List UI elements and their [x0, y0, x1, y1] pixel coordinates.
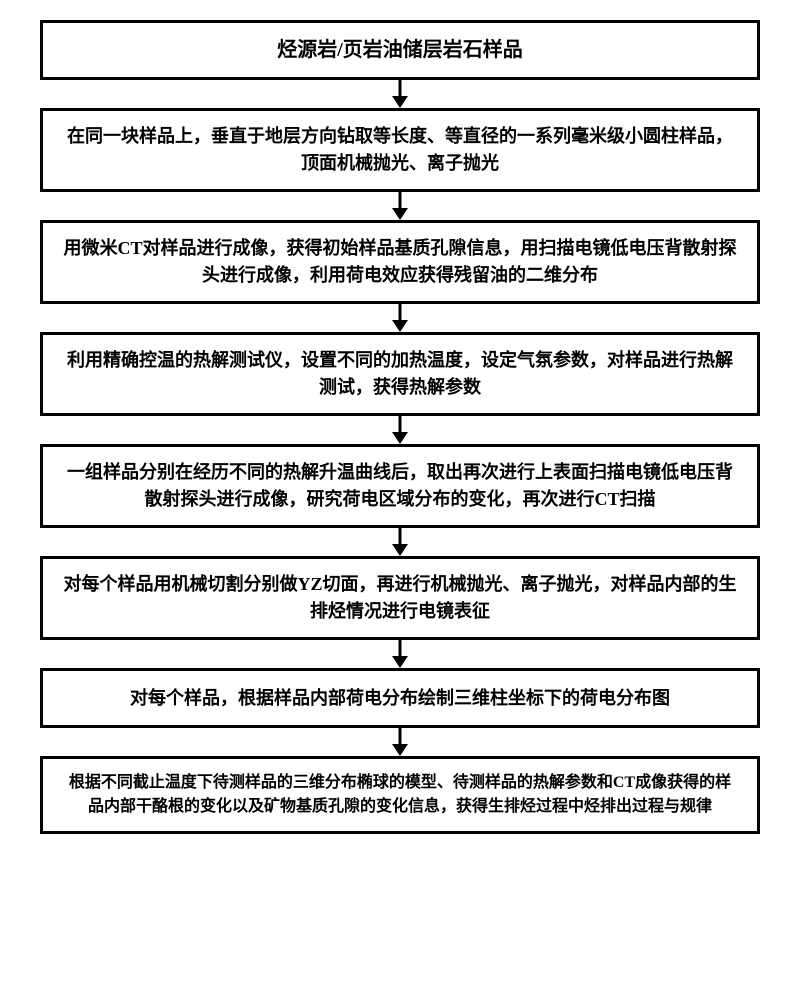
flow-arrow — [388, 416, 412, 444]
flow-step-n7: 对每个样品，根据样品内部荷电分布绘制三维柱坐标下的荷电分布图 — [40, 668, 760, 728]
flowchart-container: 烃源岩/页岩油储层岩石样品在同一块样品上，垂直于地层方向钻取等长度、等直径的一系… — [40, 20, 760, 834]
flow-step-text: 利用精确控温的热解测试仪，设置不同的加热温度，设定气氛参数，对样品进行热解测试，… — [63, 347, 737, 401]
flow-step-text: 根据不同截止温度下待测样品的三维分布椭球的模型、待测样品的热解参数和CT成像获得… — [63, 771, 737, 819]
flow-step-n2: 在同一块样品上，垂直于地层方向钻取等长度、等直径的一系列毫米级小圆柱样品，顶面机… — [40, 108, 760, 192]
flow-arrow — [388, 640, 412, 668]
flow-arrow — [388, 528, 412, 556]
flow-arrow — [388, 304, 412, 332]
flow-step-text: 烃源岩/页岩油储层岩石样品 — [277, 35, 523, 65]
flow-step-n4: 利用精确控温的热解测试仪，设置不同的加热温度，设定气氛参数，对样品进行热解测试，… — [40, 332, 760, 416]
flow-arrow — [388, 192, 412, 220]
flow-step-text: 用微米CT对样品进行成像，获得初始样品基质孔隙信息，用扫描电镜低电压背散射探头进… — [63, 235, 737, 289]
flow-arrow — [388, 80, 412, 108]
flow-step-text: 对每个样品用机械切割分别做YZ切面，再进行机械抛光、离子抛光，对样品内部的生排烃… — [63, 571, 737, 625]
flow-step-n1: 烃源岩/页岩油储层岩石样品 — [40, 20, 760, 80]
flow-step-n8: 根据不同截止温度下待测样品的三维分布椭球的模型、待测样品的热解参数和CT成像获得… — [40, 756, 760, 834]
flow-step-text: 在同一块样品上，垂直于地层方向钻取等长度、等直径的一系列毫米级小圆柱样品，顶面机… — [63, 123, 737, 177]
flow-step-n3: 用微米CT对样品进行成像，获得初始样品基质孔隙信息，用扫描电镜低电压背散射探头进… — [40, 220, 760, 304]
flow-arrow — [388, 728, 412, 756]
flow-step-text: 一组样品分别在经历不同的热解升温曲线后，取出再次进行上表面扫描电镜低电压背散射探… — [63, 459, 737, 513]
flow-step-n6: 对每个样品用机械切割分别做YZ切面，再进行机械抛光、离子抛光，对样品内部的生排烃… — [40, 556, 760, 640]
flow-step-text: 对每个样品，根据样品内部荷电分布绘制三维柱坐标下的荷电分布图 — [130, 685, 670, 712]
flow-step-n5: 一组样品分别在经历不同的热解升温曲线后，取出再次进行上表面扫描电镜低电压背散射探… — [40, 444, 760, 528]
